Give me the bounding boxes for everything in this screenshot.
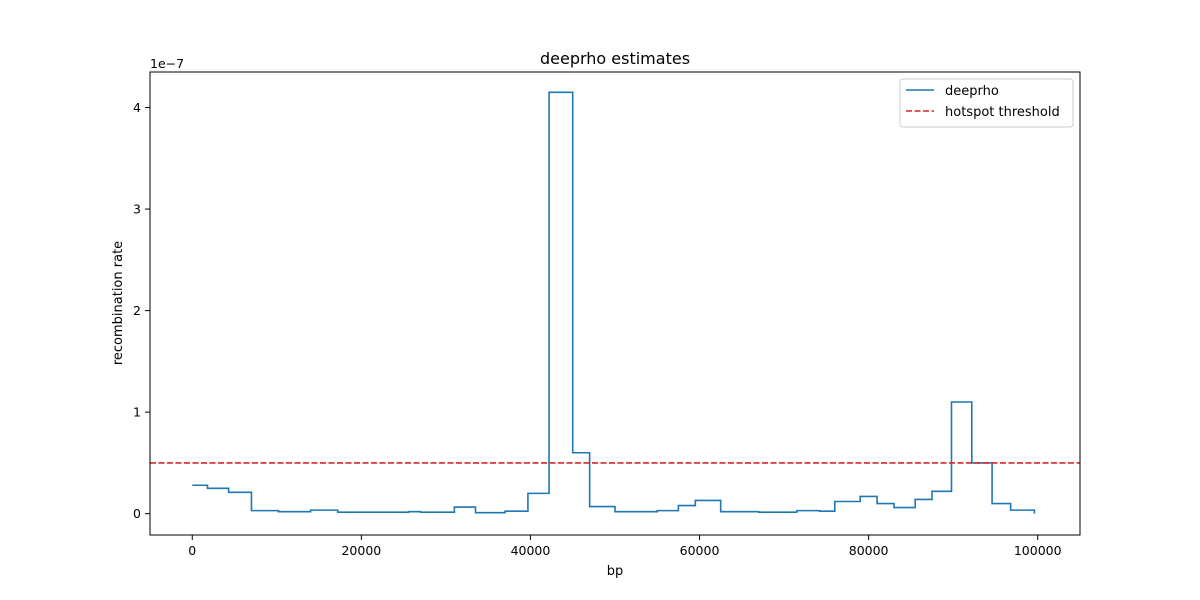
y-axis-label: recombination rate [111,241,126,365]
y-tick-label: 3 [133,202,141,217]
plot-area: 0 20000 40000 60000 80000 100000 0 1 2 3 4 [133,71,1081,558]
x-tick-label: 100000 [1014,543,1062,558]
y-offset-label: 1e−7 [150,56,184,71]
y-tick-label: 0 [133,506,141,521]
x-tick-label: 20000 [341,543,381,558]
series-layer [150,91,1080,514]
series-deeprho-line [192,91,1036,514]
x-tick-label: 80000 [849,543,889,558]
plot-frame [149,71,1081,536]
x-tick-label: 60000 [680,543,720,558]
y-tick-label: 2 [133,303,141,318]
y-tick-label: 4 [133,100,141,115]
y-tick-label: 1 [133,405,141,420]
chart-title: deeprho estimates [540,49,690,68]
legend-label-deeprho: deeprho [945,84,999,99]
x-axis-label: bp [607,564,624,579]
x-tick-label: 40000 [511,543,551,558]
legend: deeprho hotspot threshold [899,78,1074,128]
y-axis-ticks: 0 1 2 3 4 [133,100,150,521]
x-tick-label: 0 [188,543,196,558]
x-axis-ticks: 0 20000 40000 60000 80000 100000 [188,535,1062,558]
legend-label-hotspot-threshold: hotspot threshold [945,105,1060,120]
legend-box [899,78,1074,128]
